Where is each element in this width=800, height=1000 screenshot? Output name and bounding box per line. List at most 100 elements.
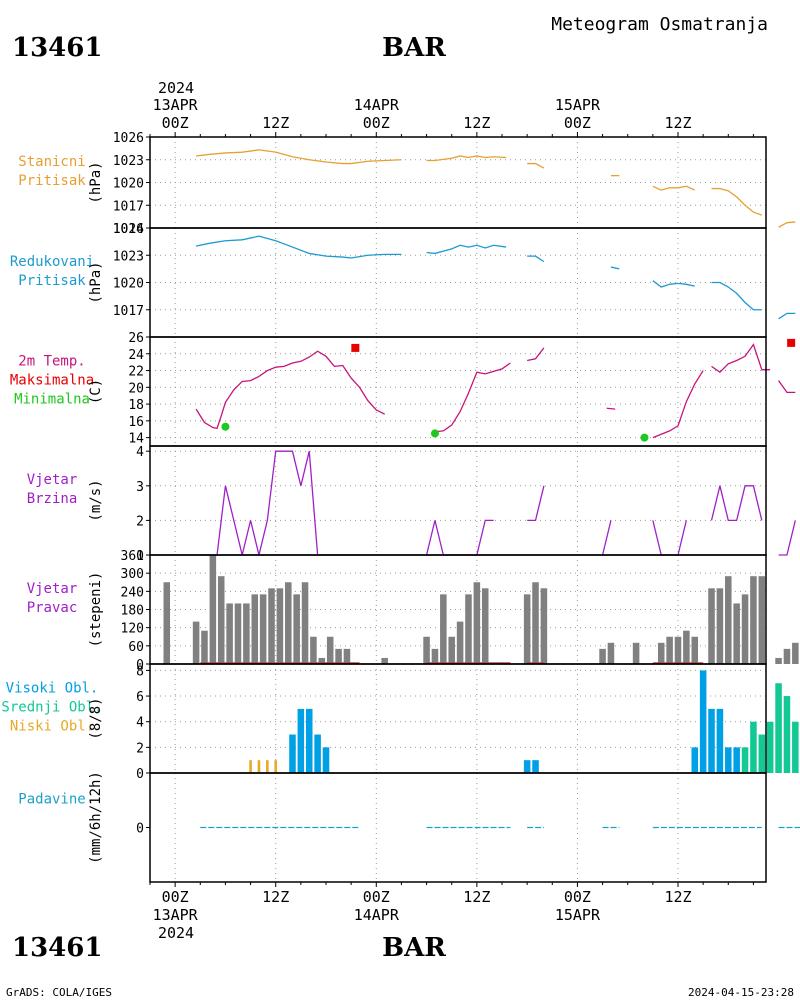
wind-direction-bar [243,603,250,664]
ytick-label-wind-speed: 3 [136,480,144,495]
wind-direction-bar [318,657,326,664]
wind-direction-bar [523,594,531,664]
cloud-bar-mid [775,683,782,773]
ytick-label-wind-speed: 4 [136,445,144,460]
ytick-label-wind-speed: 2 [136,514,144,529]
wind-direction-bar [343,648,351,664]
temperature-line [434,362,511,433]
reduced-pressure-line [527,255,545,263]
footer-timestamp: 2024-04-15-23:28 [688,986,794,999]
cloud-bar-high [708,708,715,773]
wind-direction-bar [775,657,782,664]
wind-direction-bar [666,636,673,664]
panel-label-temperature: 2m Temp. [18,354,85,370]
station-pressure-line [778,221,796,228]
bottom-hour-label: 00Z [564,888,591,906]
wind-direction-bar [725,576,732,664]
wind-direction-bar [335,648,342,664]
panel-label-wind-direction: Pravac [27,600,78,616]
wind-speed-line [652,520,688,556]
cloud-bar-mid [766,721,774,773]
cloud-bar-mid [741,747,749,773]
ylabel-reduced-pressure: (hPa) [88,261,104,303]
ytick-label-station-pressure: 1014 [113,222,144,237]
ytick-label-temperature: 22 [128,365,144,380]
bottom-hour-label: 12Z [463,888,490,906]
cloud-bar-high [297,708,305,773]
top-hour-label: 12Z [463,114,490,132]
wind-direction-bar [758,576,766,664]
reduced-pressure-line [426,244,507,255]
panel-frame [149,445,767,556]
wind-direction-bar [733,603,740,664]
wind-direction-bar [326,636,334,664]
station-name-top: BAR [382,33,446,63]
tmin-marker [430,429,439,438]
wind-direction-bar [293,594,300,664]
top-date-label: 15APR [555,96,601,114]
ylabel-precipitation: (mm/6h/12h) [88,771,104,864]
panel-frame [149,336,767,447]
tmax-marker [351,343,360,352]
wind-direction-bar [431,648,439,664]
wind-direction-bar [716,588,724,664]
ytick-label-cloud-cover: 0 [136,767,144,782]
ylabel-temperature: (C) [88,379,104,404]
panel-frame [149,663,767,774]
ytick-label-reduced-pressure: 1023 [113,249,144,264]
bottom-hour-label: 12Z [664,888,691,906]
wind-direction-bar [473,582,481,664]
temperature-line [195,350,385,430]
ytick-label-wind-direction: 0 [136,658,144,673]
ytick-label-wind-direction: 180 [121,604,144,619]
wind-direction-bar [217,576,225,664]
tmin-marker [640,433,649,442]
bottom-date-label: 13APR [153,906,199,924]
cloud-bar-high [733,747,740,773]
ylabel-cloud-cover: (8/8) [88,697,104,739]
wind-direction-bar [456,621,464,664]
panel-label-cloud-cover: Visoki Obl. [6,681,99,697]
wind-direction-bar [691,636,699,664]
wind-direction-bar [540,588,548,664]
ylabel-station-pressure: (hPa) [88,161,104,203]
wind-direction-bar [632,642,640,664]
cloud-bar-high [725,747,732,773]
station-pressure-line [196,149,402,165]
station-pressure-line [527,162,545,169]
ytick-label-reduced-pressure: 1017 [113,304,144,319]
cloud-bar-low [274,760,278,773]
panel-frame [149,136,767,229]
ytick-label-temperature: 14 [128,432,144,447]
wind-direction-bar [792,642,799,664]
reduced-pressure-line [711,281,762,311]
bottom-date-label: 15APR [555,906,601,924]
cloud-bar-mid [758,734,766,773]
tmax-marker [787,338,796,347]
bottom-hour-label: 12Z [262,888,289,906]
top-year-label: 2024 [158,79,194,97]
panel-label-station-pressure: Pritisak [18,173,86,189]
ytick-label-reduced-pressure: 1026 [113,222,144,237]
wind-direction-bar [750,576,757,664]
temperature-line [527,347,545,362]
wind-speed-line [200,450,360,556]
station-id-bottom: 13461 [12,933,102,963]
ytick-label-temperature: 26 [128,331,144,346]
cloud-bar-high [289,734,296,773]
panel-label-temperature: Minimalna [14,392,90,408]
wind-speed-line [527,485,545,522]
cloud-bar-high [523,760,531,773]
cloud-bar-high [314,734,321,773]
ytick-label-wind-speed: 1 [136,549,144,564]
wind-direction-bar [276,588,284,664]
wind-direction-bar [532,582,539,664]
footer-credit: GrADS: COLA/IGES [6,986,112,999]
wind-speed-line [601,520,612,556]
bottom-year-label: 2024 [158,924,194,942]
wind-direction-bar [423,636,430,664]
temperature-line [652,370,704,439]
cloud-bar-low [249,760,252,773]
wind-speed-line [425,519,494,556]
